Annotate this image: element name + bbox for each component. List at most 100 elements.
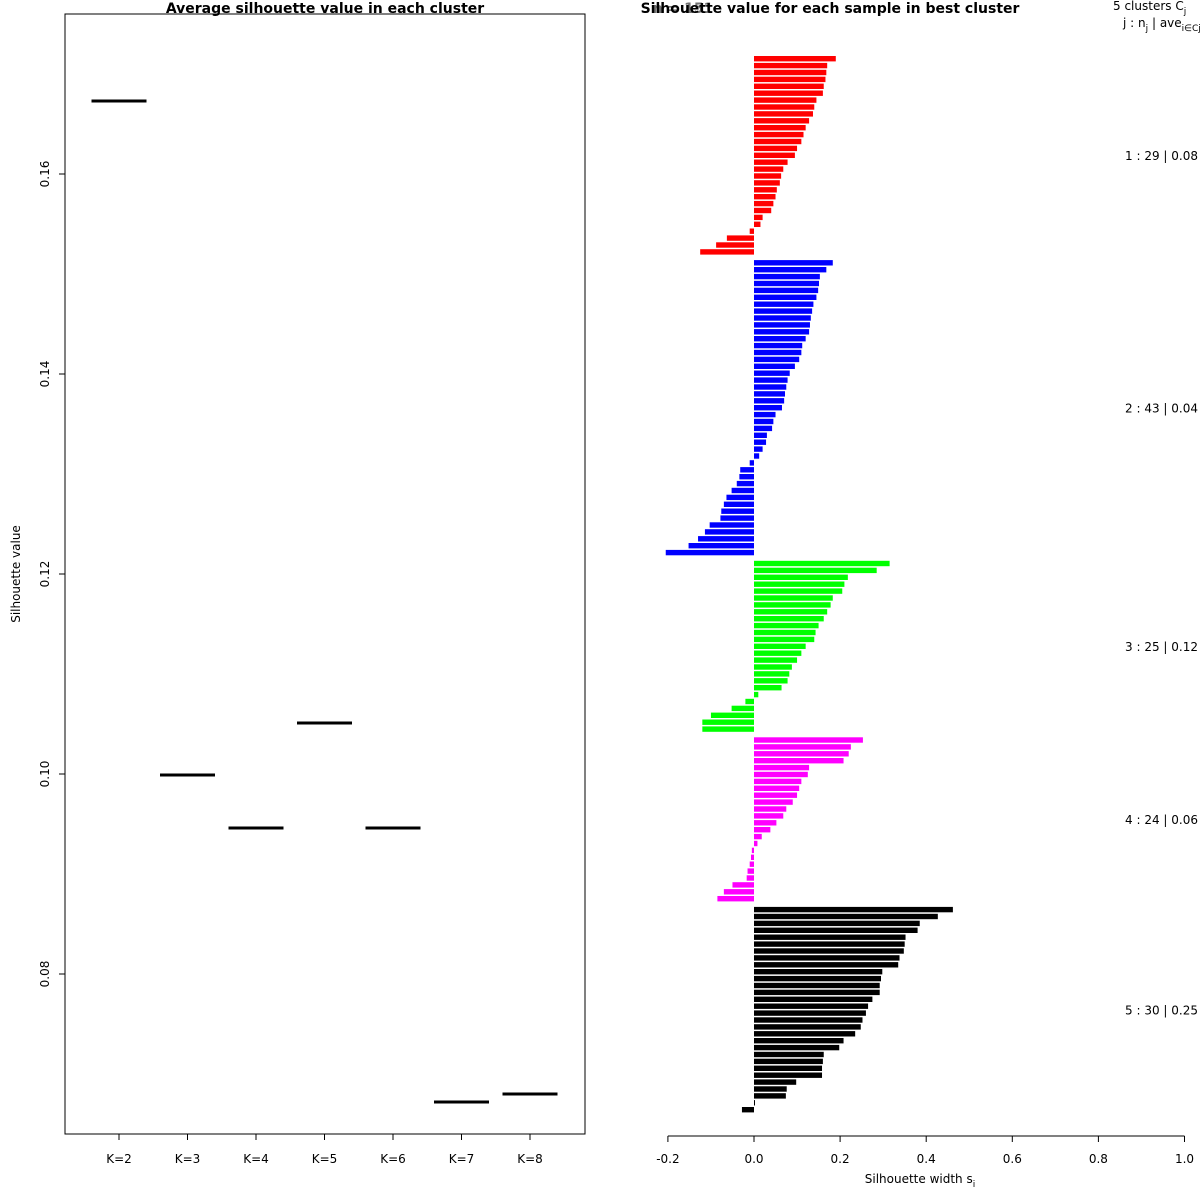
cluster-3-bar xyxy=(754,678,788,684)
cluster-4-bar xyxy=(754,820,777,826)
cluster-5-bar xyxy=(754,1100,755,1106)
cluster-legend: 5 clusters Cj j : nj | avei∈Cj s 1 : 29 … xyxy=(1113,0,1200,1017)
right-x-tick-label: 0.6 xyxy=(1003,1152,1022,1166)
cluster-5-bar xyxy=(754,1051,824,1058)
cluster-4-bar xyxy=(754,806,787,812)
legend-header-line2-text: j : n xyxy=(1122,16,1146,30)
cluster-4-bar xyxy=(754,833,762,840)
cluster-2-bar xyxy=(754,336,806,342)
cluster-1-bar xyxy=(754,187,777,193)
cluster-1-bar xyxy=(754,97,817,103)
legend-cluster-n: 25 xyxy=(1144,640,1159,654)
legend-row-cluster-4: 4 : 24 | 0.06 xyxy=(1125,813,1198,827)
cluster-2-bar xyxy=(739,474,754,480)
legend-cluster-id: 2 xyxy=(1125,401,1133,415)
legend-sep: : xyxy=(1133,401,1145,415)
left-x-tick-label: K=6 xyxy=(380,1152,406,1166)
cluster-1-bar xyxy=(754,90,823,96)
left-x-tick-label: K=2 xyxy=(106,1152,132,1166)
cluster-4-bar xyxy=(754,827,771,833)
cluster-5-bar xyxy=(754,1065,823,1071)
cluster-4-bar xyxy=(732,882,754,888)
cluster-1-bar xyxy=(754,145,798,152)
cluster-5-bar xyxy=(754,1038,844,1044)
left-x-tick-label: K=3 xyxy=(175,1152,201,1166)
cluster-1-bar xyxy=(754,173,782,179)
left-x-tick-label: K=7 xyxy=(449,1152,475,1166)
cluster-1-bar xyxy=(754,152,795,158)
cluster-2-bar xyxy=(709,522,754,528)
legend-sep: | xyxy=(1160,1003,1172,1017)
cluster-4-bar xyxy=(754,764,810,771)
cluster-3-bar xyxy=(754,567,877,574)
legend-header-line2: j : nj | avei∈Cj s xyxy=(1122,16,1200,34)
right-x-tick-label: 0.0 xyxy=(744,1152,763,1166)
cluster-3-bar xyxy=(702,719,754,725)
cluster-2-bar xyxy=(736,480,754,487)
legend-cluster-id: 4 xyxy=(1125,813,1133,827)
cluster-5-bar xyxy=(754,906,953,913)
cluster-1-bar xyxy=(754,83,824,89)
cluster-2-bar xyxy=(754,294,817,300)
legend-cluster-n: 24 xyxy=(1144,813,1159,827)
cluster-4-bar xyxy=(754,744,851,750)
legend-rows: 1 : 29 | 0.082 : 43 | 0.043 : 25 | 0.124… xyxy=(1125,149,1198,1017)
cluster-2-bar xyxy=(754,301,814,307)
cluster-3-bar xyxy=(754,622,819,629)
cluster-3-bar xyxy=(754,616,824,622)
cluster-2-bar xyxy=(754,356,800,363)
cluster-1-bar xyxy=(754,214,763,221)
cluster-4-bar xyxy=(754,792,798,798)
cluster-2-bar xyxy=(749,460,754,466)
cluster-2-bar xyxy=(754,280,820,287)
cluster-4-bar xyxy=(746,875,754,881)
cluster-3-bar xyxy=(754,595,833,601)
legend-cluster-avg: 0.25 xyxy=(1171,1003,1198,1017)
right-x-tick-label: 1.0 xyxy=(1175,1152,1194,1166)
cluster-2-bar xyxy=(754,439,767,445)
cluster-1-bar xyxy=(754,76,826,83)
cluster-2-bar xyxy=(731,487,754,494)
cluster-2-bar xyxy=(754,398,785,404)
cluster-1-bar xyxy=(754,180,780,186)
legend-cluster-avg: 0.08 xyxy=(1171,149,1198,163)
cluster-5-bar xyxy=(754,934,906,940)
legend-sep: | xyxy=(1160,401,1172,415)
cluster-3-bar xyxy=(754,560,890,567)
cluster-4-bar xyxy=(751,847,754,854)
legend-cluster-id: 5 xyxy=(1125,1003,1133,1017)
cluster-1-bar xyxy=(749,228,754,234)
legend-cluster-n: 30 xyxy=(1144,1003,1159,1017)
cluster-2-bar xyxy=(754,363,795,369)
cluster-3-bar xyxy=(754,636,815,643)
right-x-axis: -0.2 0.0 0.2 0.4 0.6 0.8 1.0 xyxy=(656,1135,1194,1166)
cluster-5-bar xyxy=(754,955,900,961)
cluster-1-bar xyxy=(726,235,754,241)
cluster-4-bar xyxy=(754,778,802,785)
cluster-2-bar xyxy=(754,377,788,383)
legend-cluster-n: 29 xyxy=(1144,149,1159,163)
cluster-5-bar xyxy=(754,1017,863,1023)
cluster-3-bar xyxy=(754,581,845,587)
cluster-5-bar xyxy=(754,969,883,975)
cluster-1-bar xyxy=(754,104,815,110)
right-x-tick-label: 0.4 xyxy=(917,1152,936,1166)
cluster-4-bar xyxy=(754,771,808,778)
cluster-3-bar xyxy=(754,671,790,677)
left-x-axis: K=2 K=3 K=4 K=5 K=6 K=7 K=8 xyxy=(106,1133,543,1166)
cluster-4-bar xyxy=(754,799,793,805)
right-chart-title: Silhouette value for each sample in best… xyxy=(641,1,1020,17)
cluster-5-bar xyxy=(754,927,918,933)
cluster-1-bar xyxy=(700,249,754,255)
cluster-5-bar xyxy=(754,941,905,947)
cluster-2-bar xyxy=(720,515,754,521)
cluster-1-bar xyxy=(754,131,804,138)
cluster-1-bar xyxy=(754,56,836,62)
left-plot-frame xyxy=(64,13,586,1135)
cluster-1-bar xyxy=(754,138,802,145)
right-x-tick-label: 0.2 xyxy=(831,1152,850,1166)
cluster-3-bar xyxy=(731,705,754,712)
cluster-2-bar xyxy=(754,411,776,418)
cluster-2-bar xyxy=(754,432,767,438)
